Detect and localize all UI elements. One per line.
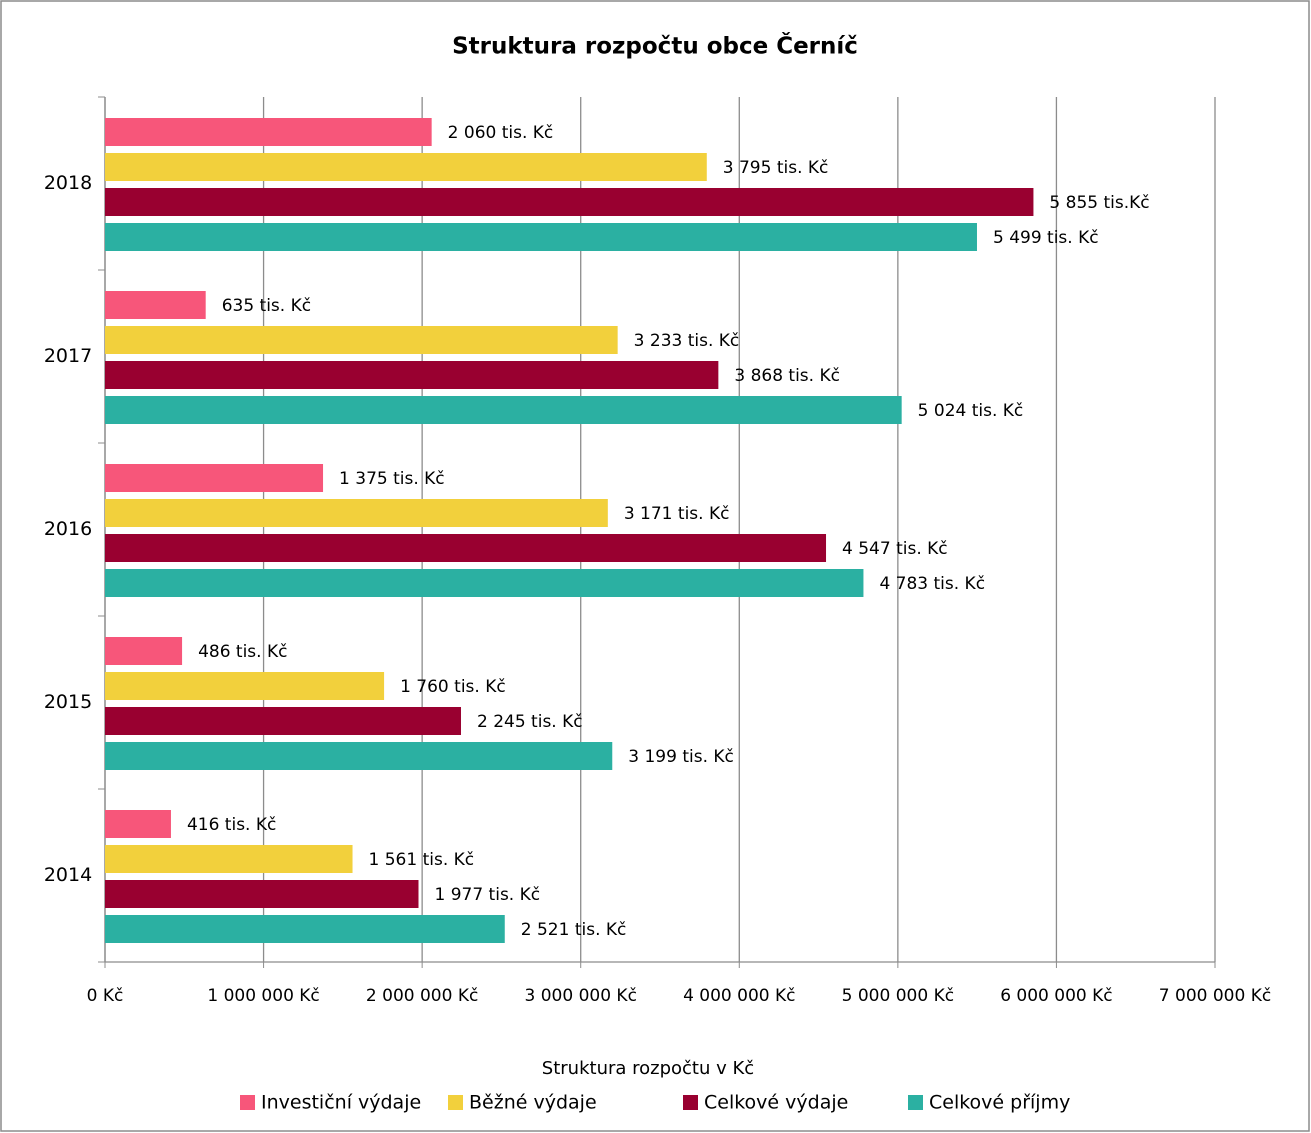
data-label: 416 tis. Kč — [187, 815, 276, 835]
bar — [105, 915, 505, 943]
data-label: 4 783 tis. Kč — [879, 574, 985, 594]
legend-swatch — [683, 1095, 698, 1110]
bar — [105, 361, 719, 389]
x-tick-label: 4 000 000 Kč — [683, 986, 795, 1006]
data-label: 1 375 tis. Kč — [339, 469, 445, 489]
bar — [105, 707, 461, 735]
data-label: 2 245 tis. Kč — [477, 712, 583, 732]
bar — [105, 464, 324, 492]
data-label: 486 tis. Kč — [198, 642, 287, 662]
legend-swatch — [908, 1095, 923, 1110]
y-tick-label: 2014 — [44, 864, 92, 886]
bar — [105, 326, 618, 354]
data-label: 3 868 tis. Kč — [734, 366, 840, 386]
bar — [105, 637, 183, 665]
data-label: 1 977 tis. Kč — [434, 885, 540, 905]
data-label: 5 855 tis.Kč — [1049, 193, 1149, 213]
chart-title: Struktura rozpočtu obce Černíč — [452, 32, 858, 60]
bar — [105, 845, 353, 873]
bar — [105, 534, 827, 562]
data-label: 4 547 tis. Kč — [842, 539, 948, 559]
bar — [105, 118, 432, 146]
bar — [105, 880, 419, 908]
data-label: 3 171 tis. Kč — [624, 504, 730, 524]
data-label: 3 233 tis. Kč — [634, 331, 740, 351]
bar — [105, 742, 613, 770]
y-tick-label: 2018 — [44, 172, 92, 194]
bar — [105, 396, 902, 424]
legend-swatch — [240, 1095, 255, 1110]
x-tick-label: 5 000 000 Kč — [842, 986, 954, 1006]
legend-label: Běžné výdaje — [469, 1092, 597, 1114]
data-label: 3 795 tis. Kč — [723, 158, 829, 178]
bar — [105, 153, 707, 181]
x-tick-label: 2 000 000 Kč — [366, 986, 478, 1006]
bar — [105, 499, 608, 527]
bar — [105, 569, 864, 597]
data-label: 635 tis. Kč — [222, 296, 311, 316]
data-label: 3 199 tis. Kč — [628, 747, 734, 767]
legend-swatch — [448, 1095, 463, 1110]
x-tick-label: 1 000 000 Kč — [207, 986, 319, 1006]
y-tick-label: 2016 — [44, 518, 92, 540]
bar — [105, 291, 206, 319]
y-tick-label: 2017 — [44, 345, 92, 367]
data-label: 5 024 tis. Kč — [918, 401, 1024, 421]
bar — [105, 223, 977, 251]
data-label: 1 561 tis. Kč — [369, 850, 475, 870]
data-label: 2 521 tis. Kč — [521, 920, 627, 940]
legend-label: Celkové příjmy — [929, 1092, 1070, 1114]
bar — [105, 810, 171, 838]
x-tick-label: 6 000 000 Kč — [1000, 986, 1112, 1006]
bar — [105, 188, 1034, 216]
x-axis-title: Struktura rozpočtu v Kč — [542, 1058, 754, 1079]
data-label: 2 060 tis. Kč — [448, 123, 554, 143]
legend-label: Investiční výdaje — [261, 1092, 421, 1114]
x-tick-label: 0 Kč — [87, 986, 124, 1006]
y-tick-label: 2015 — [44, 691, 92, 713]
bar — [105, 672, 385, 700]
legend-label: Celkové výdaje — [704, 1092, 848, 1114]
x-tick-label: 3 000 000 Kč — [525, 986, 637, 1006]
x-tick-label: 7 000 000 Kč — [1159, 986, 1271, 1006]
data-label: 5 499 tis. Kč — [993, 228, 1099, 248]
data-label: 1 760 tis. Kč — [400, 677, 506, 697]
